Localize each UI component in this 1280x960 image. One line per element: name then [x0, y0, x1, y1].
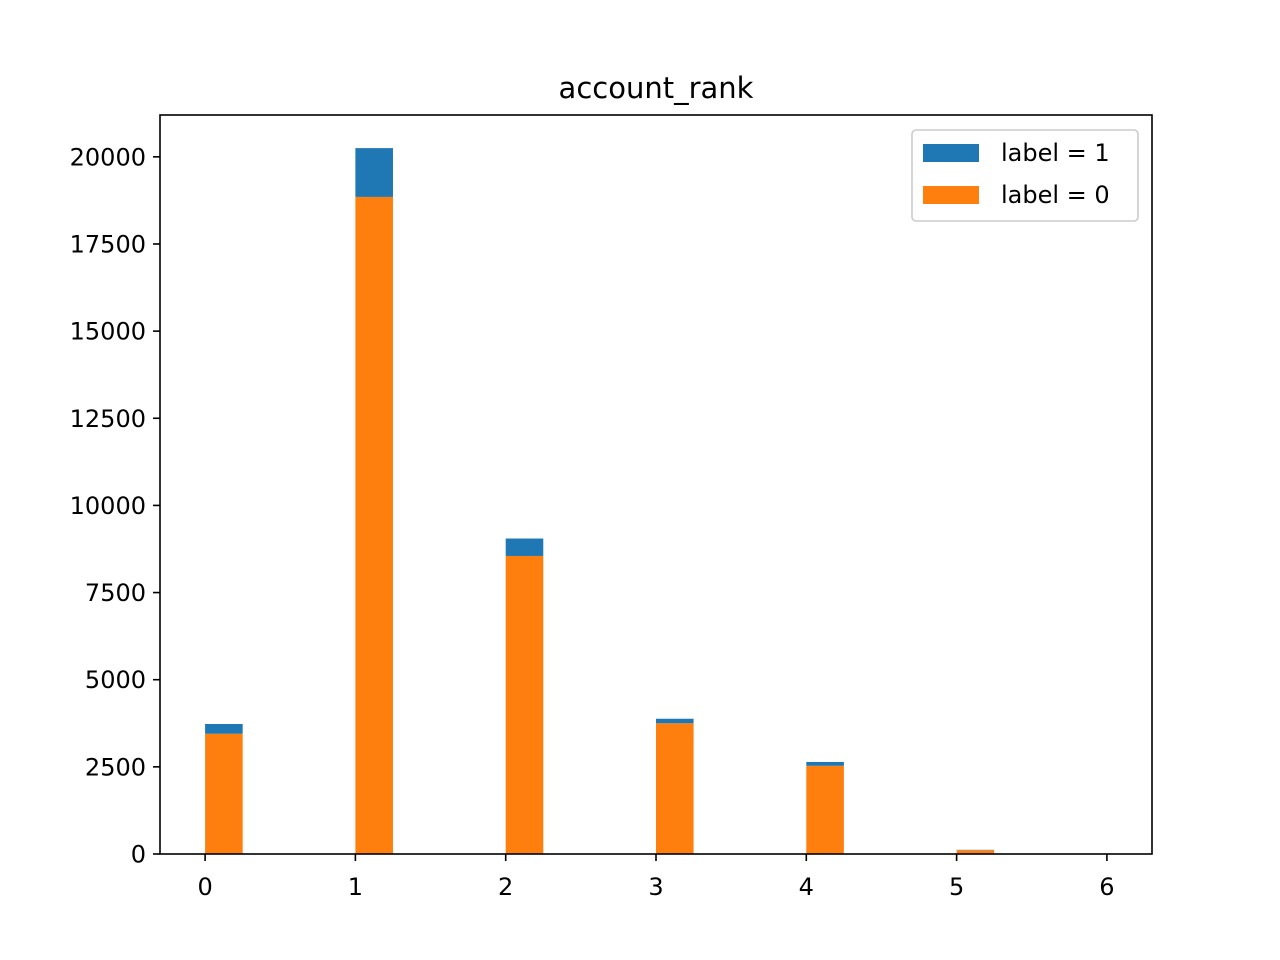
y-tick-label: 12500	[70, 405, 146, 433]
y-tick-label: 15000	[70, 318, 146, 346]
x-axis-ticks: 0 1 2 3 4 5 6	[197, 854, 1115, 901]
bar-label-0-x5	[956, 850, 995, 854]
chart-title: account_rank	[559, 71, 754, 105]
y-tick-label: 20000	[70, 143, 146, 171]
bar-label-0-x0	[205, 733, 243, 854]
y-tick-label: 7500	[85, 579, 146, 607]
bar-label-1-x2	[505, 538, 544, 556]
y-tick-label: 2500	[85, 753, 146, 781]
x-tick-label: 1	[348, 873, 363, 901]
bar-label-0-x4	[806, 765, 844, 854]
bar-label-0-x3	[656, 723, 694, 854]
x-tick-label: 5	[949, 873, 964, 901]
x-tick-label: 3	[648, 873, 663, 901]
x-tick-label: 6	[1099, 873, 1114, 901]
bar-label-0-x2	[505, 555, 544, 854]
legend-label-0: label = 0	[1001, 181, 1110, 209]
bar-label-1-x4	[806, 761, 844, 766]
plot-area-frame	[159, 114, 1153, 855]
y-tick-label: 5000	[85, 666, 146, 694]
legend: label = 1 label = 0	[911, 129, 1139, 222]
legend-label-1: label = 1	[1001, 139, 1110, 167]
y-tick-label: 0	[131, 841, 146, 869]
legend-swatch-label-1	[923, 144, 979, 162]
y-tick-label: 10000	[70, 492, 146, 520]
bar-label-1-x1	[355, 148, 393, 197]
x-tick-label: 0	[197, 873, 212, 901]
bar-label-1-x0	[205, 723, 243, 734]
x-tick-label: 4	[799, 873, 814, 901]
y-axis-ticks: 0 2500 5000 7500 10000 12500 15000 17500 20000	[70, 143, 160, 869]
bar-label-1-x3	[656, 718, 694, 724]
bars-layer	[205, 148, 995, 855]
x-tick-label: 2	[498, 873, 513, 901]
bar-label-0-x1	[355, 196, 393, 855]
y-tick-label: 17500	[70, 230, 146, 258]
legend-swatch-label-0	[923, 186, 979, 204]
